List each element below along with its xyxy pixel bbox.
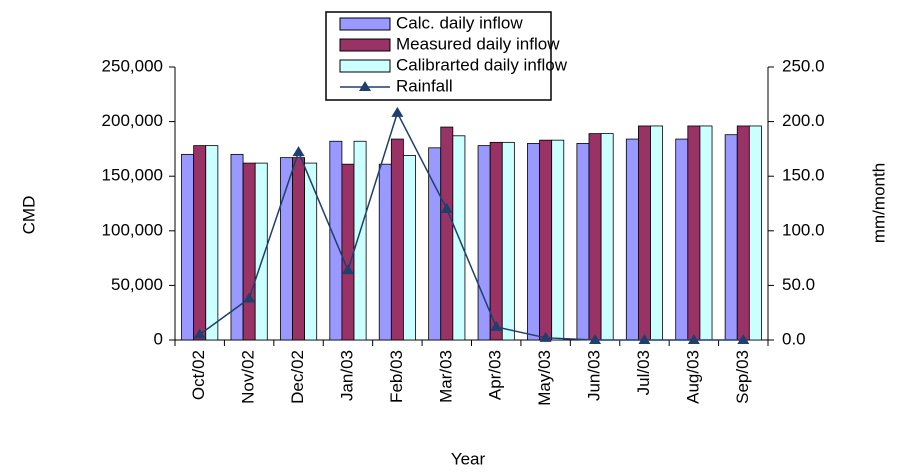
legend-label: Rainfall [396, 76, 453, 95]
x-tick-label: Apr/03 [486, 350, 505, 400]
bar [304, 162, 318, 341]
line-marker [737, 334, 750, 344]
x-tick-label: Sep/03 [733, 350, 752, 404]
y-tick-label: 200,000 [102, 111, 163, 130]
x-tick-label: Mar/03 [436, 350, 455, 403]
bar [279, 157, 293, 341]
x-tick-label: Nov/02 [239, 350, 258, 404]
line-marker [440, 202, 453, 213]
bar [181, 153, 195, 341]
y-tick-label: 50,000 [111, 275, 163, 294]
legend-swatch [339, 38, 391, 52]
bar [748, 125, 762, 341]
bar [254, 162, 268, 341]
bar [440, 126, 454, 341]
bar [576, 143, 590, 341]
y2-tick-label: 150.0 [782, 166, 825, 185]
line-marker [638, 334, 651, 344]
y2-tick-label: 250.0 [782, 56, 825, 75]
bar [625, 138, 639, 341]
bar [378, 163, 392, 341]
y2-axis-title: mm/month [869, 163, 888, 243]
x-tick-label: Aug/03 [683, 350, 702, 404]
x-tick-label: May/03 [535, 350, 554, 406]
line [199, 110, 744, 341]
x-tick-label: Jan/03 [337, 350, 356, 401]
x-tick-label: Feb/03 [387, 350, 406, 403]
line-marker [490, 320, 503, 331]
x-axis-title: Year [451, 449, 486, 468]
bar [403, 155, 416, 341]
bar [699, 125, 713, 341]
x-tick-label: Oct/02 [189, 350, 208, 400]
bar [650, 125, 664, 341]
bar [292, 157, 305, 341]
bar [724, 134, 738, 341]
line-marker [292, 146, 305, 157]
bar [638, 125, 651, 341]
x-tick-label: Jul/03 [634, 350, 653, 395]
legend-label: Calibrarted daily inflow [396, 55, 568, 74]
bar [193, 145, 207, 341]
x-tick-label: Dec/02 [288, 350, 307, 404]
line-marker [341, 264, 354, 275]
bar [477, 145, 491, 341]
line-marker [539, 331, 552, 342]
bar [501, 141, 515, 341]
line-marker [243, 292, 256, 303]
bar [489, 141, 503, 341]
bar [353, 140, 367, 341]
y2-tick-label: 100.0 [782, 220, 825, 239]
legend-swatch [339, 17, 391, 31]
y-tick-label: 250,000 [102, 56, 163, 75]
bar [527, 143, 540, 341]
bar [551, 139, 565, 341]
y-tick-label: 100,000 [102, 220, 163, 239]
bar [341, 163, 355, 341]
legend-swatch [339, 59, 391, 73]
bar [588, 133, 602, 341]
line-marker [687, 334, 700, 344]
bar [675, 138, 689, 341]
bar [539, 139, 553, 341]
x-tick-label: Jun/03 [585, 350, 604, 401]
bar [736, 125, 750, 341]
bar [242, 162, 256, 341]
y2-tick-label: 200.0 [782, 111, 825, 130]
line-marker [589, 334, 602, 344]
bar [687, 125, 701, 341]
legend-marker [359, 81, 371, 91]
bar [205, 145, 219, 341]
y-axis-title: CMD [19, 196, 38, 235]
legend-label: Measured daily inflow [396, 34, 560, 53]
y-tick-label: 0 [154, 329, 163, 348]
line-marker [391, 106, 404, 117]
legend-label: Calc. daily inflow [396, 13, 523, 32]
y2-tick-label: 0.0 [782, 329, 806, 348]
bar [600, 133, 614, 341]
y2-tick-label: 50.0 [782, 275, 815, 294]
bar [230, 153, 244, 341]
line-marker [193, 328, 206, 339]
y-tick-label: 150,000 [102, 166, 163, 185]
bar [390, 138, 404, 341]
